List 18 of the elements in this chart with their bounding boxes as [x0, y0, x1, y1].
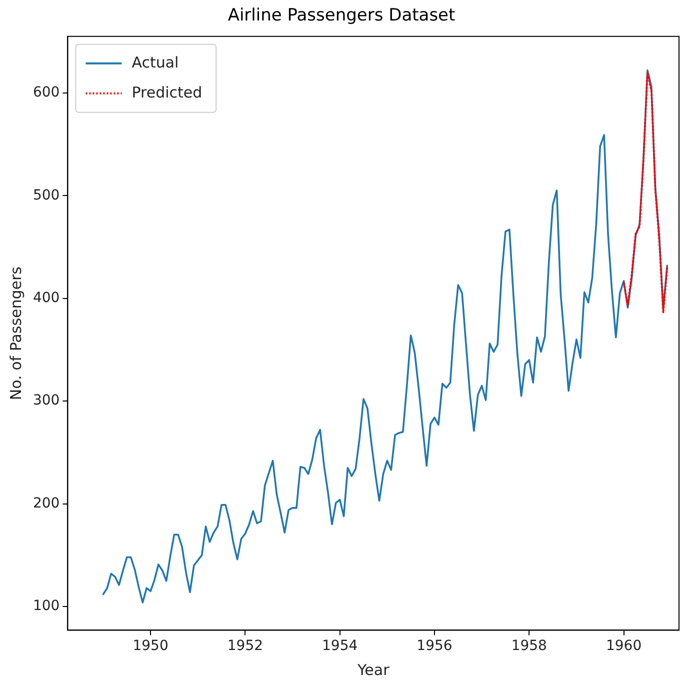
x-tick-label: 1958	[511, 638, 547, 654]
x-axis-title: Year	[356, 660, 390, 679]
line-series	[622, 71, 668, 314]
chart-title: Airline Passengers Dataset	[228, 6, 456, 26]
x-tick-label: 1956	[416, 638, 452, 654]
y-tick-label: 200	[32, 495, 60, 512]
x-tick-label: 1960	[606, 638, 642, 654]
y-tick-label: 500	[32, 187, 60, 204]
y-tick-label: 600	[32, 84, 60, 101]
y-tick-label: 100	[32, 598, 60, 614]
y-tick-label: 300	[32, 392, 60, 409]
x-tick-label: 1950	[132, 638, 168, 654]
x-tick-label: 1952	[227, 638, 264, 654]
x-tick-label: 1954	[322, 638, 358, 654]
y-axis-title: No. of Passengers	[6, 266, 25, 400]
legend-label: Predicted	[132, 83, 202, 102]
legend-label: Actual	[132, 53, 179, 72]
y-tick-label: 400	[32, 290, 60, 306]
